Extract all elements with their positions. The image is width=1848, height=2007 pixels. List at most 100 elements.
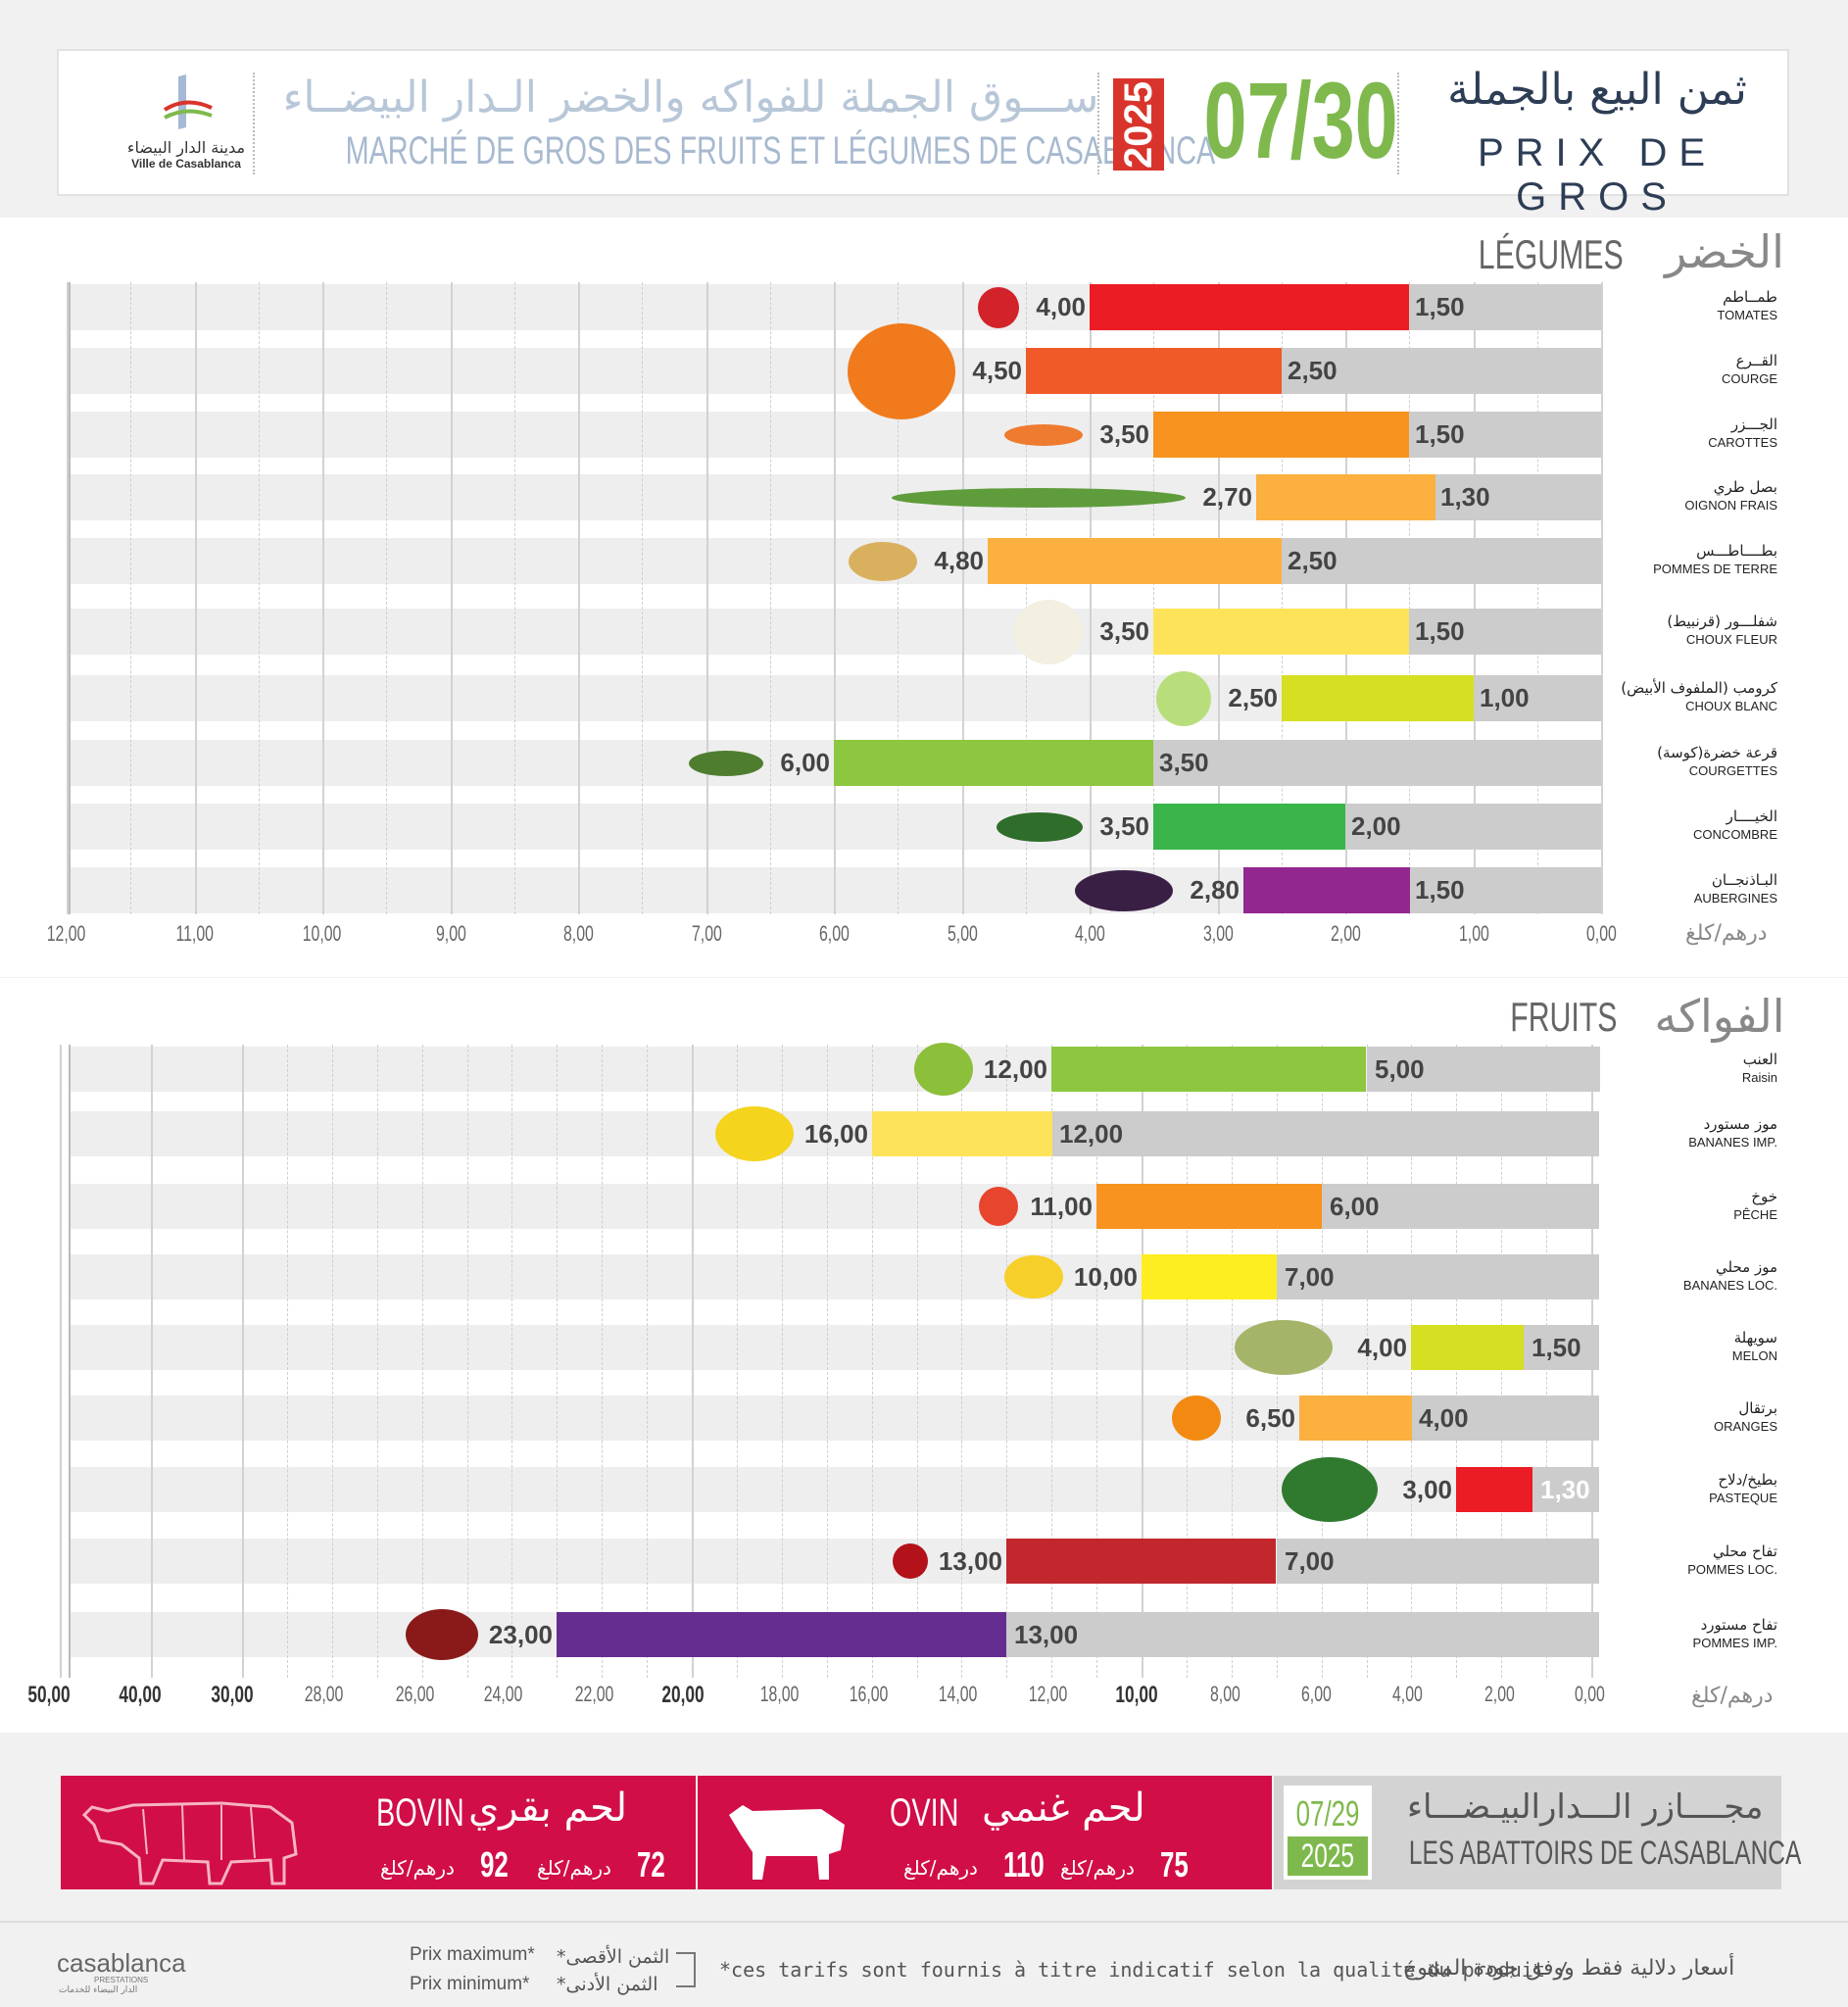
divider	[253, 73, 255, 174]
price-bar	[1299, 1395, 1412, 1441]
x-tick-label: 12,00	[18, 921, 116, 947]
title-fr: PRIX DE GROS	[1477, 131, 1718, 219]
label-fr: PÊCHE	[1733, 1207, 1777, 1222]
sheep-icon	[729, 1805, 845, 1880]
x-tick-text: 8,00	[562, 921, 594, 946]
label-ar: القــرع	[1735, 352, 1777, 369]
gridline	[195, 282, 197, 914]
title-ar: ثمن البيع بالجملة	[1447, 65, 1747, 115]
x-tick-label: 9,00	[402, 921, 500, 947]
price-bar	[1051, 1047, 1366, 1092]
gridline	[1232, 1045, 1233, 1678]
label-ar: تفاح محلي	[1713, 1542, 1777, 1560]
label-fr: COURGE	[1721, 371, 1777, 386]
min-bar	[1409, 867, 1601, 913]
x-tick-text: 6,00	[818, 921, 850, 946]
label-ar: شفلـــور (قرنبيط)	[1667, 612, 1777, 630]
legumes-title-ar: الخضر	[1665, 225, 1784, 278]
x-tick-text: 16,00	[850, 1682, 889, 1706]
label-fr: POMMES DE TERRE	[1653, 562, 1777, 576]
min-price-label: 2,50	[1288, 356, 1337, 385]
unit-label: درهم/كلغ	[1685, 921, 1768, 946]
prix-max-fr: Prix maximum*	[410, 1944, 535, 1965]
price-bar	[1096, 1184, 1322, 1229]
logo-text-fr: Ville de Casablanca	[131, 157, 241, 171]
gridline	[467, 1045, 468, 1678]
x-tick-label: 4,00	[1358, 1682, 1456, 1707]
price-bar	[1153, 804, 1345, 850]
label-ar: الخيــــار	[1726, 808, 1777, 825]
x-tick-label: 8,00	[1176, 1682, 1274, 1707]
ovin-max-price: 110	[1003, 1844, 1045, 1885]
x-tick-label: 6,00	[1267, 1682, 1365, 1707]
max-price-label: 23,00	[488, 1620, 553, 1649]
gridline	[917, 1045, 918, 1678]
gridline	[259, 282, 260, 914]
max-price-label: 13,00	[938, 1546, 1002, 1576]
min-price-label: 4,00	[1419, 1403, 1469, 1433]
potato-icon	[849, 541, 917, 581]
footer-brand: casablanca	[57, 1948, 186, 1978]
x-tick-label: 18,00	[731, 1682, 829, 1707]
gridline	[1367, 1045, 1368, 1678]
header-banner: مدينة الدار البيضاء Ville de Casablanca …	[57, 49, 1789, 219]
banana-icon	[1004, 1255, 1063, 1298]
price-bar	[557, 1612, 1006, 1657]
label-fr: TOMATES	[1717, 308, 1777, 322]
label-ar: بصل طري	[1713, 478, 1777, 496]
year-badge: 2025	[1113, 78, 1164, 171]
gridline	[130, 282, 131, 914]
max-price-label: 2,80	[1190, 875, 1240, 905]
gridline	[1474, 282, 1476, 914]
gridline	[578, 282, 580, 914]
apples-icon	[406, 1609, 478, 1660]
label-ar: موز محلي	[1716, 1258, 1777, 1276]
min-price-label: 13,00	[1014, 1620, 1079, 1649]
bovin-min-unit: درهم/كلغ	[537, 1856, 611, 1880]
legend-bracket	[676, 1952, 696, 1987]
x-tick-label: 1,00	[1425, 921, 1523, 947]
fruits-title-fr: FRUITS	[1510, 994, 1618, 1040]
min-bar	[1277, 1539, 1599, 1584]
axis-line	[69, 1045, 71, 1678]
footer-brand-sub: PRESTATIONS	[94, 1976, 149, 1984]
footer-brand-ar: الدار البيضاء للخدمات	[59, 1985, 138, 1995]
x-tick-text: 30,00	[211, 1682, 254, 1708]
x-tick-label: 22,00	[546, 1682, 644, 1707]
x-tick-label: 50,00	[0, 1682, 98, 1709]
gridline	[1096, 1045, 1097, 1678]
min-bar	[1006, 1612, 1599, 1657]
pumpkin-icon	[848, 322, 955, 419]
max-price-label: 16,00	[803, 1119, 868, 1149]
gridline	[60, 1045, 62, 1678]
apple-icon	[893, 1543, 928, 1579]
label-fr: OIGNON FRAIS	[1684, 498, 1777, 513]
x-tick-text: 20,00	[661, 1682, 705, 1708]
bovin-panel: BOVIN لحم بقري درهم/كلغ 92 درهم/كلغ 72	[61, 1776, 696, 1889]
label-ar: تفاح مستورد	[1700, 1616, 1777, 1634]
max-price-label: 10,00	[1073, 1262, 1138, 1292]
x-tick-label: 5,00	[913, 921, 1011, 947]
max-price-label: 4,00	[1357, 1333, 1407, 1362]
x-tick-text: 24,00	[484, 1682, 523, 1706]
x-tick-text: 0,00	[1585, 921, 1617, 946]
gridline	[1345, 282, 1347, 914]
x-tick-text: 2,00	[1330, 921, 1361, 946]
gridline	[511, 1045, 512, 1678]
x-tick-label: 28,00	[275, 1682, 373, 1707]
min-bar	[1282, 538, 1601, 584]
price-bar	[1411, 1325, 1524, 1370]
x-tick-text: 12,00	[47, 921, 86, 946]
x-tick-label: 2,00	[1450, 1682, 1548, 1707]
min-bar	[1345, 804, 1601, 850]
gridline	[782, 1045, 783, 1678]
gridline	[242, 1045, 244, 1678]
label-ar: البـاذنجــان	[1711, 871, 1777, 889]
prix-max-ar: *الثمن الأقصى	[557, 1946, 670, 1968]
x-tick-text: 14,00	[939, 1682, 978, 1706]
x-tick-text: 6,00	[1300, 1682, 1332, 1706]
footer-note-ar: أسعار دلالية فقط ووفق جودة المنتوج	[1403, 1956, 1735, 1981]
min-price-label: 1,30	[1440, 482, 1490, 512]
gridline	[770, 282, 771, 914]
tomato-icon	[978, 286, 1019, 328]
